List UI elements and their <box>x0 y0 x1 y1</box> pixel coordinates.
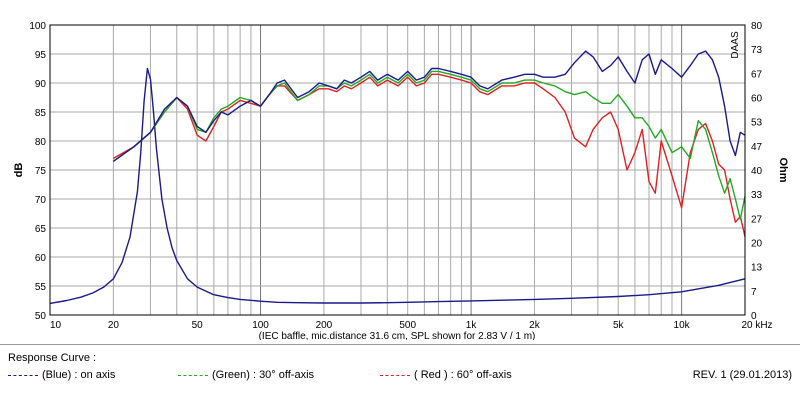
series-line-impedance <box>49 67 746 305</box>
x-tick-label: 500 <box>399 320 416 331</box>
frequency-response-chart: 50 55 60 65 70 75 80 85 90 95 100 0 7 13 20 27 33 40 47 53 6… <box>13 21 789 340</box>
y-tick-label: 60 <box>35 253 47 264</box>
legend-green: (Green) : 30° off-axis <box>178 369 314 381</box>
y-tick-label: 55 <box>35 282 47 293</box>
legend-red-label: ( Red ) : 60° off-axis <box>414 369 512 381</box>
y2-tick-label: 47 <box>751 142 763 153</box>
y2-tick-label: 20 <box>751 239 763 250</box>
y-tick-label: 90 <box>35 79 47 90</box>
y2-tick-label: 53 <box>751 118 763 129</box>
chart-caption: (IEC baffle, mic.distance 31.6 cm, SPL s… <box>259 331 536 340</box>
plot-frame <box>49 24 746 316</box>
series-line-green-30deg <box>112 70 746 221</box>
y-tick-label: 80 <box>35 137 47 148</box>
y2-tick-label: 27 <box>751 214 763 225</box>
x-tick-label: 10 <box>50 320 62 331</box>
legend-title: Response Curve : <box>8 352 97 364</box>
y2-tick-label: 7 <box>751 287 757 298</box>
revision-label: REV. 1 (29.01.2013) <box>692 369 792 381</box>
y-tick-label: 85 <box>35 108 47 119</box>
legend-blue: (Blue) : on axis <box>8 369 115 381</box>
legend-red: ( Red ) : 60° off-axis <box>380 369 512 381</box>
y-tick-label: 70 <box>35 195 47 206</box>
y2-axis-label: Ohm <box>777 157 789 182</box>
legend-blue-label: (Blue) : on axis <box>42 369 116 381</box>
y2-tick-label: 60 <box>751 94 763 105</box>
x-tick-label: 50 <box>192 320 204 331</box>
grid <box>49 24 746 316</box>
x-tick-label: 200 <box>316 320 333 331</box>
legend-green-swatch <box>178 374 208 376</box>
legend-blue-swatch <box>8 374 38 376</box>
y-axis-label: dB <box>13 163 25 178</box>
legend-green-label: (Green) : 30° off-axis <box>212 369 315 381</box>
y2-tick-label: 13 <box>751 263 763 274</box>
footer-divider <box>0 344 800 345</box>
y-tick-label: 50 <box>35 311 47 322</box>
series-line-red-60deg <box>113 73 746 237</box>
y2-tick-label: 73 <box>751 45 763 56</box>
y2-tick-label: 40 <box>751 166 763 177</box>
x-tick-label: 2k <box>529 320 541 331</box>
series-line-blue-on-axis <box>112 50 746 162</box>
y-tick-label: 65 <box>35 224 47 235</box>
x-tick-label: 20 <box>108 320 120 331</box>
y2-tick-label: 0 <box>751 311 757 322</box>
x-tick-label: 20 kHz <box>741 320 772 331</box>
y2-tick-label: 67 <box>751 69 763 80</box>
y2-tick-label: 80 <box>751 21 763 32</box>
y-tick-label: 100 <box>29 21 46 32</box>
watermark: DAAS <box>730 31 741 59</box>
legend-red-swatch <box>380 374 410 376</box>
x-tick-label: 10k <box>674 320 691 331</box>
series-lines <box>49 50 746 305</box>
x-tick-label: 1k <box>466 320 478 331</box>
y-tick-label: 95 <box>35 50 47 61</box>
x-tick-label: 5k <box>613 320 625 331</box>
y-tick-label: 75 <box>35 166 47 177</box>
y2-tick-label: 33 <box>751 190 763 201</box>
tick-labels: 50 55 60 65 70 75 80 85 90 95 100 0 7 13 20 27 33 40 47 53 6… <box>29 21 772 331</box>
x-tick-label: 100 <box>252 320 269 331</box>
